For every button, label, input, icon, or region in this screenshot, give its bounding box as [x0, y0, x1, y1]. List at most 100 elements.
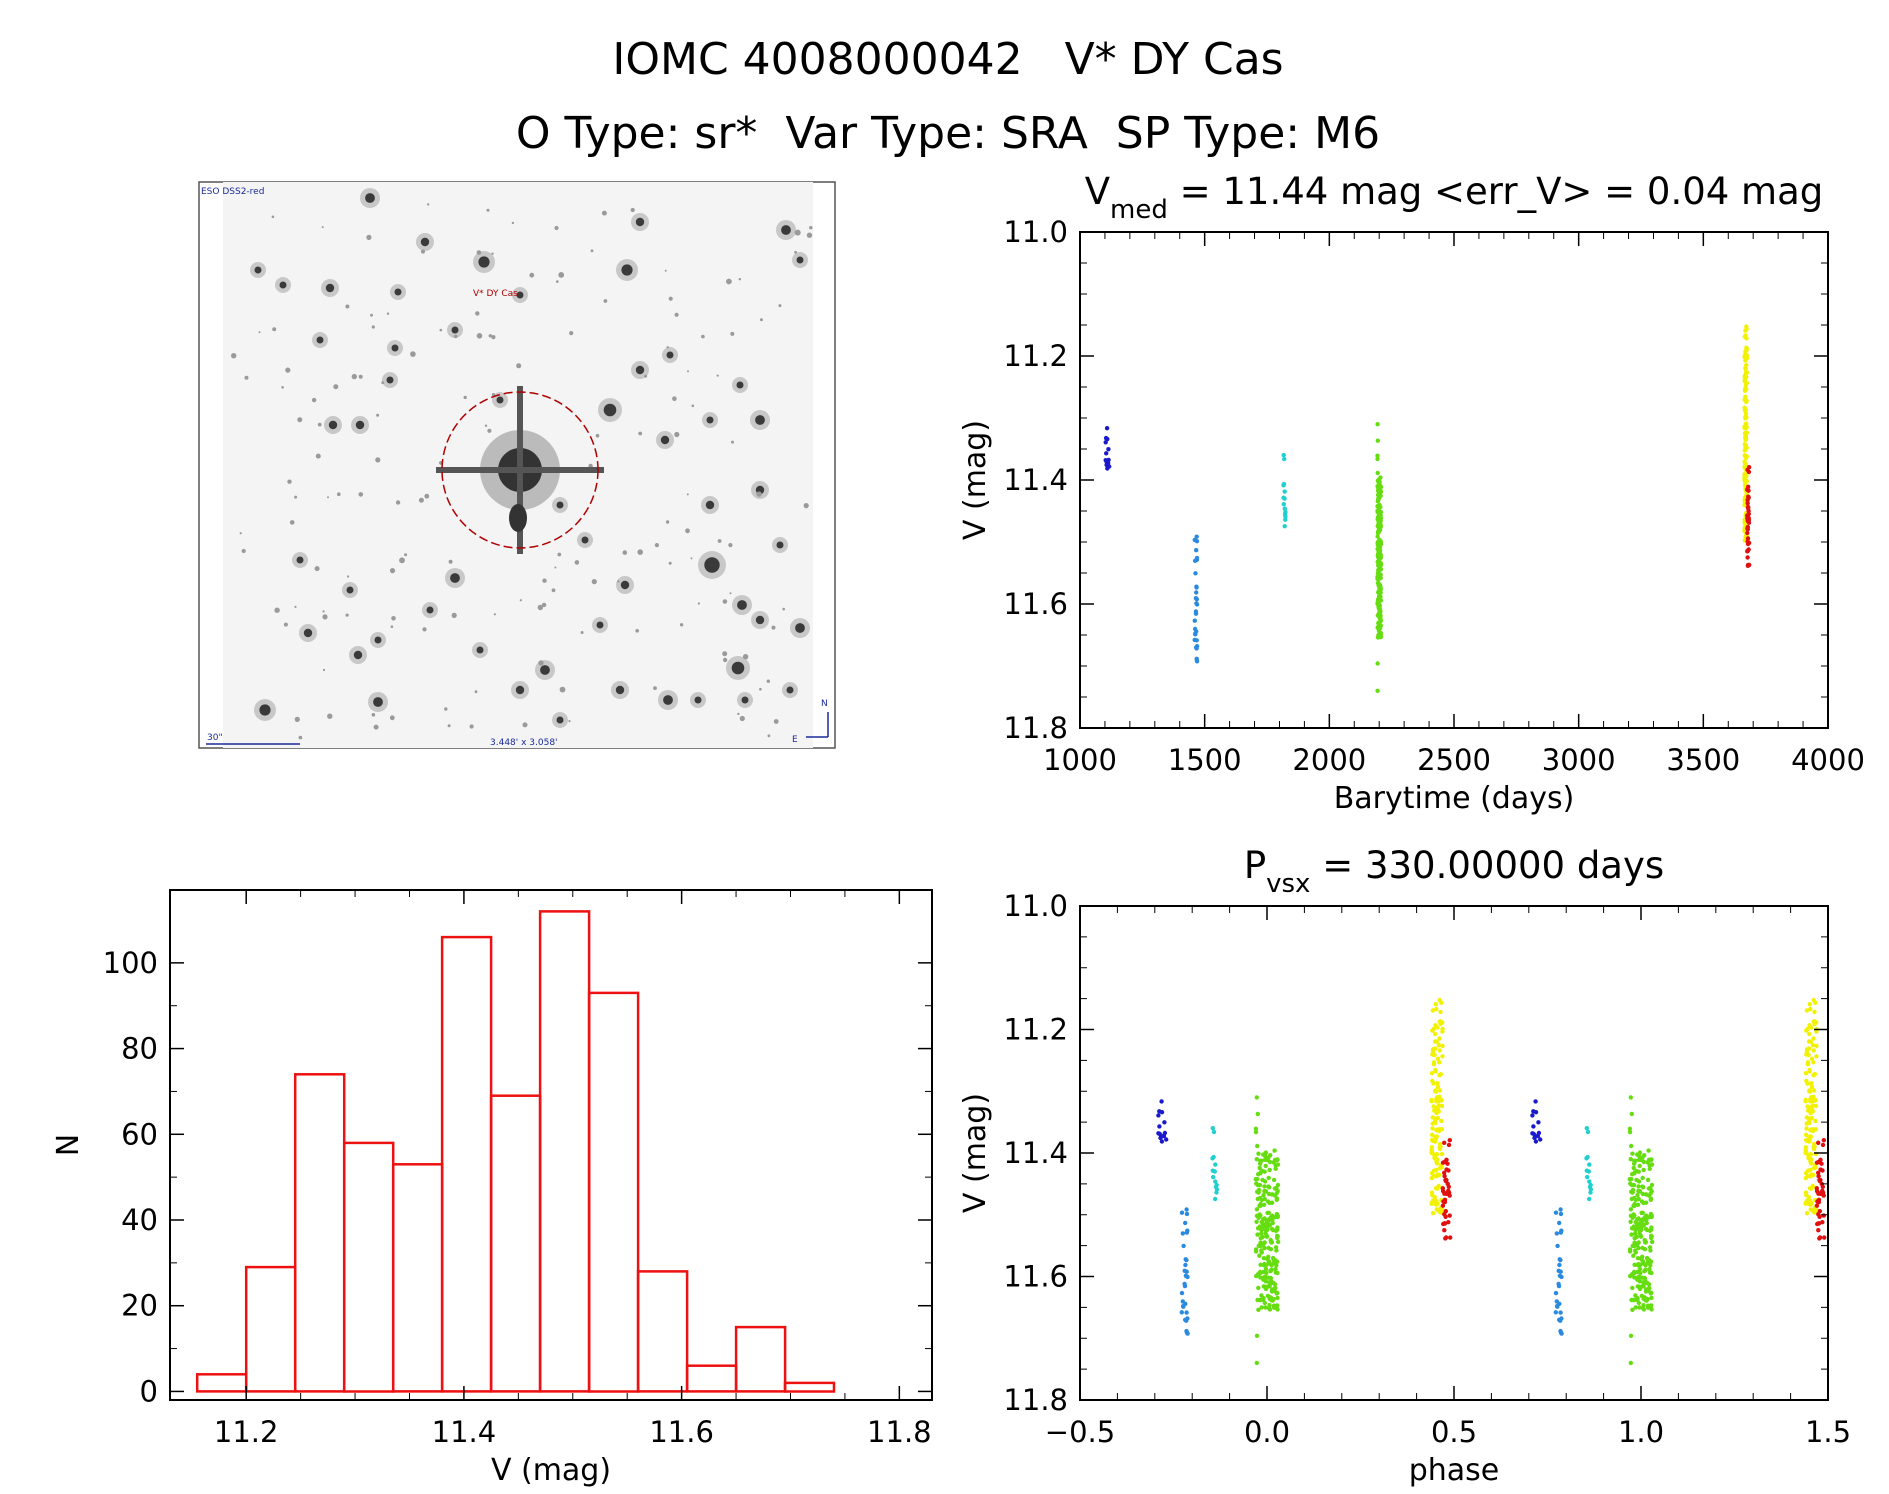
- data-point: [1803, 1071, 1809, 1076]
- field-star: [596, 621, 604, 629]
- data-point: [1434, 1006, 1439, 1012]
- data-point: [1262, 1188, 1267, 1194]
- series-0: [1156, 1099, 1543, 1144]
- faint-star: [716, 374, 719, 377]
- x-tick-label: 3500: [1666, 743, 1740, 777]
- faint-star: [665, 520, 670, 524]
- faint-star: [664, 269, 667, 272]
- data-point: [1630, 1307, 1635, 1313]
- data-point: [1437, 1165, 1443, 1171]
- x-tick-label: 0.5: [1431, 1415, 1477, 1449]
- data-point: [1803, 1099, 1808, 1104]
- field-star: [776, 541, 784, 549]
- data-point: [1811, 1088, 1817, 1093]
- data-point: [1817, 1209, 1823, 1214]
- data-point: [1631, 1212, 1636, 1217]
- faint-star: [298, 735, 303, 740]
- data-point: [1632, 1171, 1637, 1176]
- data-point: [1430, 1211, 1436, 1216]
- data-point: [1443, 1214, 1448, 1220]
- data-point: [1821, 1213, 1826, 1218]
- data-point: [1158, 1135, 1163, 1141]
- faint-star: [742, 654, 749, 660]
- data-point: [1820, 1142, 1826, 1148]
- data-point: [1282, 524, 1287, 529]
- data-point: [1192, 626, 1198, 632]
- data-point: [1439, 1103, 1445, 1109]
- data-point: [1804, 1052, 1809, 1057]
- data-point: [1159, 1099, 1164, 1104]
- x-tick-label: 1.0: [1618, 1415, 1664, 1449]
- histogram-bar: [391, 1163, 444, 1393]
- data-points: [1156, 997, 1827, 1366]
- data-point: [1649, 1234, 1654, 1239]
- data-point: [1553, 1290, 1559, 1296]
- field-star: [556, 716, 564, 724]
- data-point: [1254, 1273, 1259, 1279]
- fov-label: 3.448' x 3.058': [490, 738, 558, 748]
- faint-star: [557, 552, 562, 557]
- data-point: [1184, 1230, 1190, 1235]
- data-point: [1263, 1227, 1268, 1232]
- data-point: [1643, 1279, 1648, 1284]
- faint-star: [729, 592, 732, 595]
- faint-star: [294, 495, 298, 499]
- data-point: [1812, 1009, 1817, 1015]
- field-star: [705, 500, 715, 510]
- data-point: [1814, 1160, 1820, 1165]
- data-point: [1254, 1095, 1260, 1100]
- faint-star: [574, 560, 580, 565]
- faint-star: [767, 734, 771, 738]
- field-star: [420, 237, 430, 247]
- data-point: [1448, 1235, 1453, 1240]
- faint-star: [590, 249, 594, 253]
- data-point: [1649, 1295, 1654, 1301]
- data-point: [1805, 1104, 1810, 1109]
- chart-title-rest: = 11.44 mag <err_V> = 0.04 mag: [1168, 170, 1823, 213]
- data-point: [1440, 1203, 1446, 1208]
- data-point: [1213, 1196, 1218, 1202]
- data-point: [1270, 1227, 1276, 1233]
- faint-star: [522, 722, 528, 728]
- chart-title-rest: = 330.00000 days: [1310, 844, 1664, 887]
- data-point: [1807, 1031, 1812, 1037]
- data-point: [1431, 1104, 1436, 1109]
- data-point: [1377, 590, 1383, 595]
- data-point: [1585, 1154, 1590, 1160]
- data-point: [1628, 1360, 1634, 1366]
- data-point: [1261, 1269, 1266, 1275]
- faint-star: [427, 203, 430, 206]
- y-tick-label: 60: [121, 1117, 158, 1151]
- field-star: [365, 193, 375, 203]
- data-point: [1627, 1126, 1633, 1132]
- data-point: [1636, 1184, 1641, 1189]
- data-point: [1808, 1006, 1813, 1012]
- series-1: [1179, 1207, 1564, 1336]
- data-point: [1444, 1157, 1449, 1163]
- data-point: [1433, 1088, 1438, 1093]
- faint-star: [701, 334, 705, 339]
- faint-star: [315, 453, 321, 459]
- faint-star: [690, 557, 693, 560]
- data-point: [1184, 1211, 1190, 1217]
- faint-star: [381, 381, 385, 385]
- data-point: [1436, 1103, 1441, 1108]
- faint-star: [778, 304, 782, 308]
- faint-star: [601, 210, 607, 216]
- data-point: [1104, 426, 1110, 431]
- data-point: [1646, 1215, 1652, 1220]
- faint-star: [241, 548, 246, 554]
- data-point: [1274, 1211, 1280, 1217]
- data-point: [1378, 489, 1384, 494]
- faint-star: [358, 374, 363, 379]
- data-point: [1745, 518, 1750, 523]
- data-point: [1269, 1298, 1274, 1303]
- data-point: [1179, 1290, 1185, 1296]
- faint-star: [493, 613, 496, 616]
- data-point: [1378, 504, 1383, 510]
- data-point: [1267, 1185, 1272, 1190]
- data-point: [1210, 1126, 1216, 1131]
- data-point: [1437, 1088, 1443, 1093]
- data-point: [1587, 1196, 1592, 1202]
- data-point: [1257, 1269, 1263, 1275]
